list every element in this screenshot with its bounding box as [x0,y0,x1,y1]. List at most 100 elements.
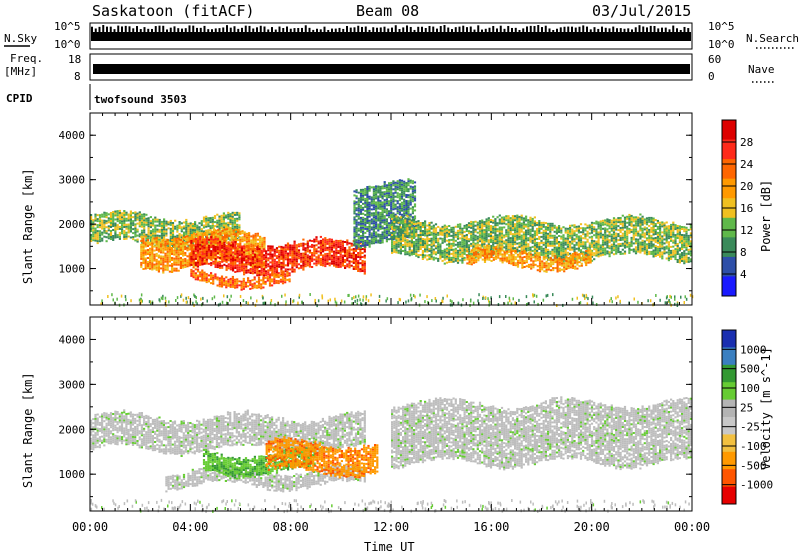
heatmap-cell [364,219,367,222]
heatmap-cell [341,262,344,265]
heatmap-cell [225,276,228,279]
heatmap-cell [168,264,171,267]
heatmap-cell [232,247,235,250]
heatmap-cell [478,236,482,239]
heatmap-cell [234,247,237,249]
heatmap-cell [404,247,407,250]
heatmap-cell [140,235,143,238]
heatmap-cell [357,254,360,256]
heatmap-cell [505,249,508,252]
heatmap-cell [443,228,446,231]
heatmap-cell [199,253,202,256]
heatmap-cell [500,222,504,225]
heatmap-cell [553,240,556,243]
heatmap-cell [514,225,517,228]
heatmap-cell [184,266,187,268]
heatmap-cell [239,240,242,243]
heatmap-cell [142,238,145,240]
heatmap-cell [403,186,406,189]
heatmap-cell [306,250,309,253]
heatmap-cell [579,245,583,248]
heatmap-cell [94,213,97,216]
heatmap-cell [284,277,287,280]
heatmap-cell [500,230,504,233]
heatmap-cell [432,234,435,237]
heatmap-cell [400,181,404,184]
heatmap-cell [162,265,165,268]
heatmap-cell [214,266,217,268]
heatmap-cell [319,243,322,246]
heatmap-cell [149,241,152,244]
heatmap-cell [441,255,444,258]
nsky-trace-spike [128,26,131,32]
heatmap-cell [503,226,506,229]
heatmap-cell [300,254,303,257]
heatmap-cell [98,224,102,227]
heatmap-cell [196,261,200,264]
heatmap-cell [275,261,279,264]
heatmap-cell [212,231,215,234]
heatmap-cell [459,237,462,240]
heatmap-cell [252,234,255,237]
heatmap-cell [212,262,215,265]
heatmap-cell [166,238,169,241]
heatmap-cell [142,260,145,262]
heatmap-cell [522,233,525,236]
heatmap-cell [171,230,175,232]
heatmap-cell [250,245,253,248]
heatmap-cell [142,240,145,242]
heatmap-cell [175,253,178,256]
heatmap-cell [214,254,217,256]
nsky-trace-spike [687,28,690,32]
heatmap-cell [573,238,576,241]
heatmap-cell [395,227,398,230]
heatmap-cell [114,222,117,225]
heatmap-cell [555,240,558,243]
heatmap-cell [415,220,418,223]
heatmap-cell [483,245,486,248]
heatmap-cell [379,235,382,238]
heatmap-cell [96,232,99,235]
heatmap-cell [238,260,241,263]
heatmap-cell [282,248,285,251]
heatmap-cell [333,250,336,253]
heatmap-cell [155,238,158,241]
heatmap-cell [271,284,274,287]
heatmap-cell [487,219,490,222]
heatmap-cell [392,180,395,183]
heatmap-cell [324,247,327,250]
heatmap-cell [245,234,248,237]
heatmap-cell [344,253,347,255]
heatmap-cell [273,266,276,269]
heatmap-cell [263,266,266,269]
heatmap-cell [203,244,206,247]
heatmap-cell [415,226,418,229]
heatmap-cell [406,253,409,256]
heatmap-cell [383,221,386,224]
heatmap-cell [194,278,197,281]
heatmap-cell [147,219,150,222]
heatmap-cell [324,237,327,240]
heatmap-cell [207,219,210,222]
heatmap-cell [579,239,583,242]
heatmap-cell [227,237,230,240]
heatmap-cell [405,186,408,188]
heatmap-cell [212,276,215,279]
heatmap-cell [527,221,530,224]
heatmap-cell [434,227,438,230]
heatmap-cell [379,185,382,188]
heatmap-cell [527,239,530,242]
heatmap-cell [481,231,484,234]
heatmap-cell [467,222,471,225]
heatmap-cell [262,274,265,277]
heatmap-cell [164,266,167,269]
heatmap-cell [419,230,422,232]
heatmap-cell [366,198,369,200]
heatmap-cell [254,238,257,241]
heatmap-cell [509,231,512,234]
heatmap-cell [536,251,539,254]
heatmap-cell [109,216,113,218]
heatmap-cell [169,231,172,234]
heatmap-cell [394,199,397,202]
heatmap-cell [426,258,429,261]
